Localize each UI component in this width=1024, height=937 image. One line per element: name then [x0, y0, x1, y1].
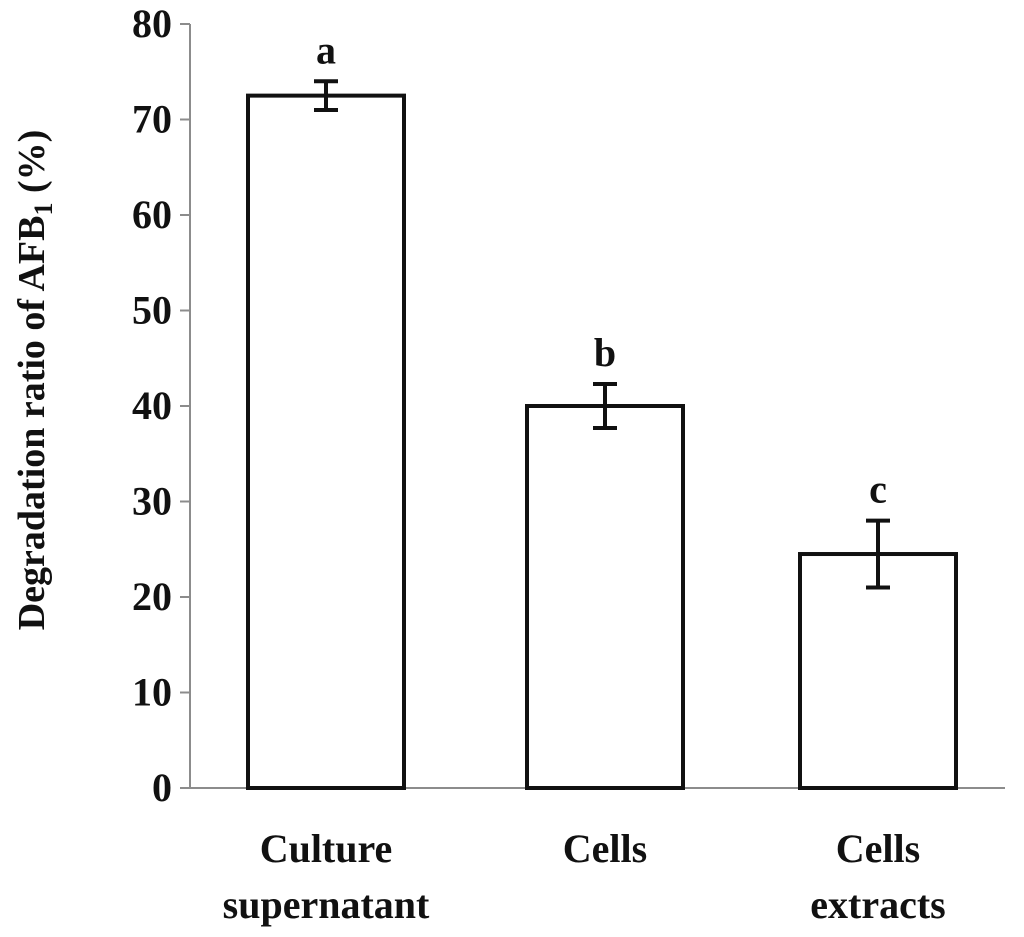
y-tick-label: 10 — [132, 670, 172, 715]
y-axis-label-main: Degradation ratio of AFB — [11, 216, 53, 631]
bar — [525, 404, 685, 790]
x-tick-label: Cells — [563, 826, 647, 871]
y-tick-label: 80 — [132, 1, 172, 46]
bar — [246, 93, 406, 790]
y-tick-label: 40 — [132, 383, 172, 428]
x-tick-label: Culture — [260, 826, 393, 871]
y-tick-label: 70 — [132, 97, 172, 142]
y-axis-label: Degradation ratio of AFB1 (%) — [11, 130, 58, 631]
y-tick-label: 20 — [132, 574, 172, 619]
x-tick-label: extracts — [810, 882, 945, 927]
x-tick-label: supernatant — [223, 882, 430, 927]
y-tick-label: 30 — [132, 479, 172, 524]
y-tick-label: 50 — [132, 288, 172, 333]
bars: a b c — [246, 27, 958, 791]
significance-label: a — [316, 27, 336, 72]
x-tick-label: Cells — [836, 826, 920, 871]
y-tick-label: 0 — [152, 765, 172, 810]
y-tick-label: 60 — [132, 192, 172, 237]
y-axis-label-subscript: 1 — [29, 203, 58, 216]
y-axis-label-unit: (%) — [11, 130, 53, 203]
y-axis: 0 10 20 30 40 50 60 70 80 — [132, 1, 191, 810]
significance-label: c — [869, 467, 887, 512]
significance-label: b — [594, 330, 616, 375]
x-axis: Culture supernatant Cells Cells extracts — [190, 787, 1005, 927]
bar — [798, 552, 958, 791]
